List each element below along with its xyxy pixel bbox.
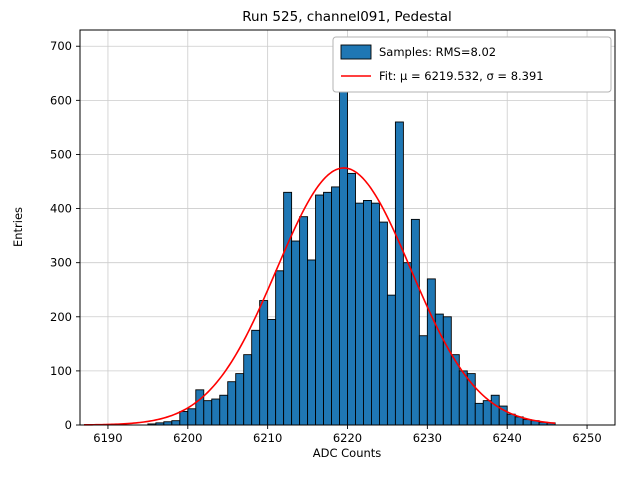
histogram-bar bbox=[179, 411, 189, 426]
histogram-bar bbox=[171, 420, 181, 426]
legend-samples-swatch bbox=[340, 44, 372, 60]
y-tick-label: 700 bbox=[50, 39, 72, 53]
histogram-bar bbox=[267, 319, 277, 426]
histogram-bar bbox=[299, 216, 309, 426]
x-tick-label: 6210 bbox=[253, 431, 282, 445]
histogram-bar bbox=[219, 394, 229, 426]
axis-ticks bbox=[76, 45, 588, 429]
legend-samples-label: Samples: RMS=8.02 bbox=[379, 45, 496, 59]
gaussian-fit-curve bbox=[83, 167, 556, 426]
y-axis-label: Entries bbox=[11, 207, 25, 247]
histogram-bar bbox=[466, 373, 476, 426]
histogram-bar bbox=[243, 354, 253, 426]
y-tick-label: 300 bbox=[50, 256, 72, 270]
histogram-bar bbox=[355, 202, 364, 426]
histogram-bar bbox=[347, 172, 356, 426]
histogram-bar bbox=[482, 400, 492, 426]
histogram-bar bbox=[378, 221, 388, 426]
histogram-bar bbox=[307, 259, 317, 426]
legend-fit-label: Fit: μ = 6219.532, σ = 8.391 bbox=[379, 69, 544, 83]
histogram-bar bbox=[203, 400, 213, 426]
histogram-bar bbox=[426, 278, 436, 426]
histogram-bar bbox=[227, 381, 237, 426]
x-axis-label: ADC Counts bbox=[313, 446, 382, 460]
histogram-bar bbox=[251, 329, 261, 426]
histogram-bar bbox=[402, 262, 412, 426]
histogram-bar bbox=[211, 398, 221, 426]
histogram-bar bbox=[259, 300, 269, 426]
y-tick-label: 0 bbox=[65, 418, 72, 432]
legend: Samples: RMS=8.02 Fit: μ = 6219.532, σ =… bbox=[332, 36, 612, 93]
histogram-bar bbox=[490, 394, 500, 426]
histogram-bar bbox=[283, 191, 293, 426]
y-tick-label: 200 bbox=[50, 310, 72, 324]
y-tick-label: 500 bbox=[50, 147, 72, 161]
histogram-bar bbox=[458, 370, 468, 426]
histogram-bar bbox=[506, 413, 516, 426]
histogram-bar bbox=[235, 373, 245, 426]
histogram-bar bbox=[331, 186, 340, 426]
x-tick-label: 6230 bbox=[413, 431, 442, 445]
histogram-bar bbox=[275, 270, 285, 426]
histogram-bar bbox=[394, 121, 404, 426]
histogram-bar bbox=[339, 83, 348, 426]
histogram-bar bbox=[418, 335, 428, 426]
x-tick-label: 6220 bbox=[333, 431, 362, 445]
histogram-bar bbox=[410, 218, 420, 426]
y-tick-label: 600 bbox=[50, 93, 72, 107]
axis-tick-labels: 6190 6200 6210 6220 6230 6240 6250 0 100 200 300 40… bbox=[50, 39, 602, 445]
x-tick-label: 6250 bbox=[572, 431, 601, 445]
histogram-bar bbox=[195, 389, 205, 426]
histogram-bars bbox=[147, 83, 556, 426]
histogram-bar bbox=[474, 402, 484, 426]
histogram-bar bbox=[323, 191, 332, 426]
chart-title: Run 525, channel091, Pedestal bbox=[242, 9, 452, 25]
histogram-bar bbox=[371, 202, 380, 426]
histogram-bar bbox=[363, 199, 372, 426]
y-tick-label: 100 bbox=[50, 364, 72, 378]
x-tick-label: 6190 bbox=[93, 431, 122, 445]
histogram-bar bbox=[442, 316, 452, 426]
x-tick-label: 6200 bbox=[173, 431, 202, 445]
histogram-bar bbox=[187, 408, 197, 426]
legend-box bbox=[332, 36, 612, 93]
histogram-bar bbox=[291, 240, 301, 426]
histogram-bar bbox=[386, 294, 396, 426]
y-tick-label: 400 bbox=[50, 202, 72, 216]
x-tick-label: 6240 bbox=[493, 431, 522, 445]
histogram-bar bbox=[315, 194, 324, 426]
